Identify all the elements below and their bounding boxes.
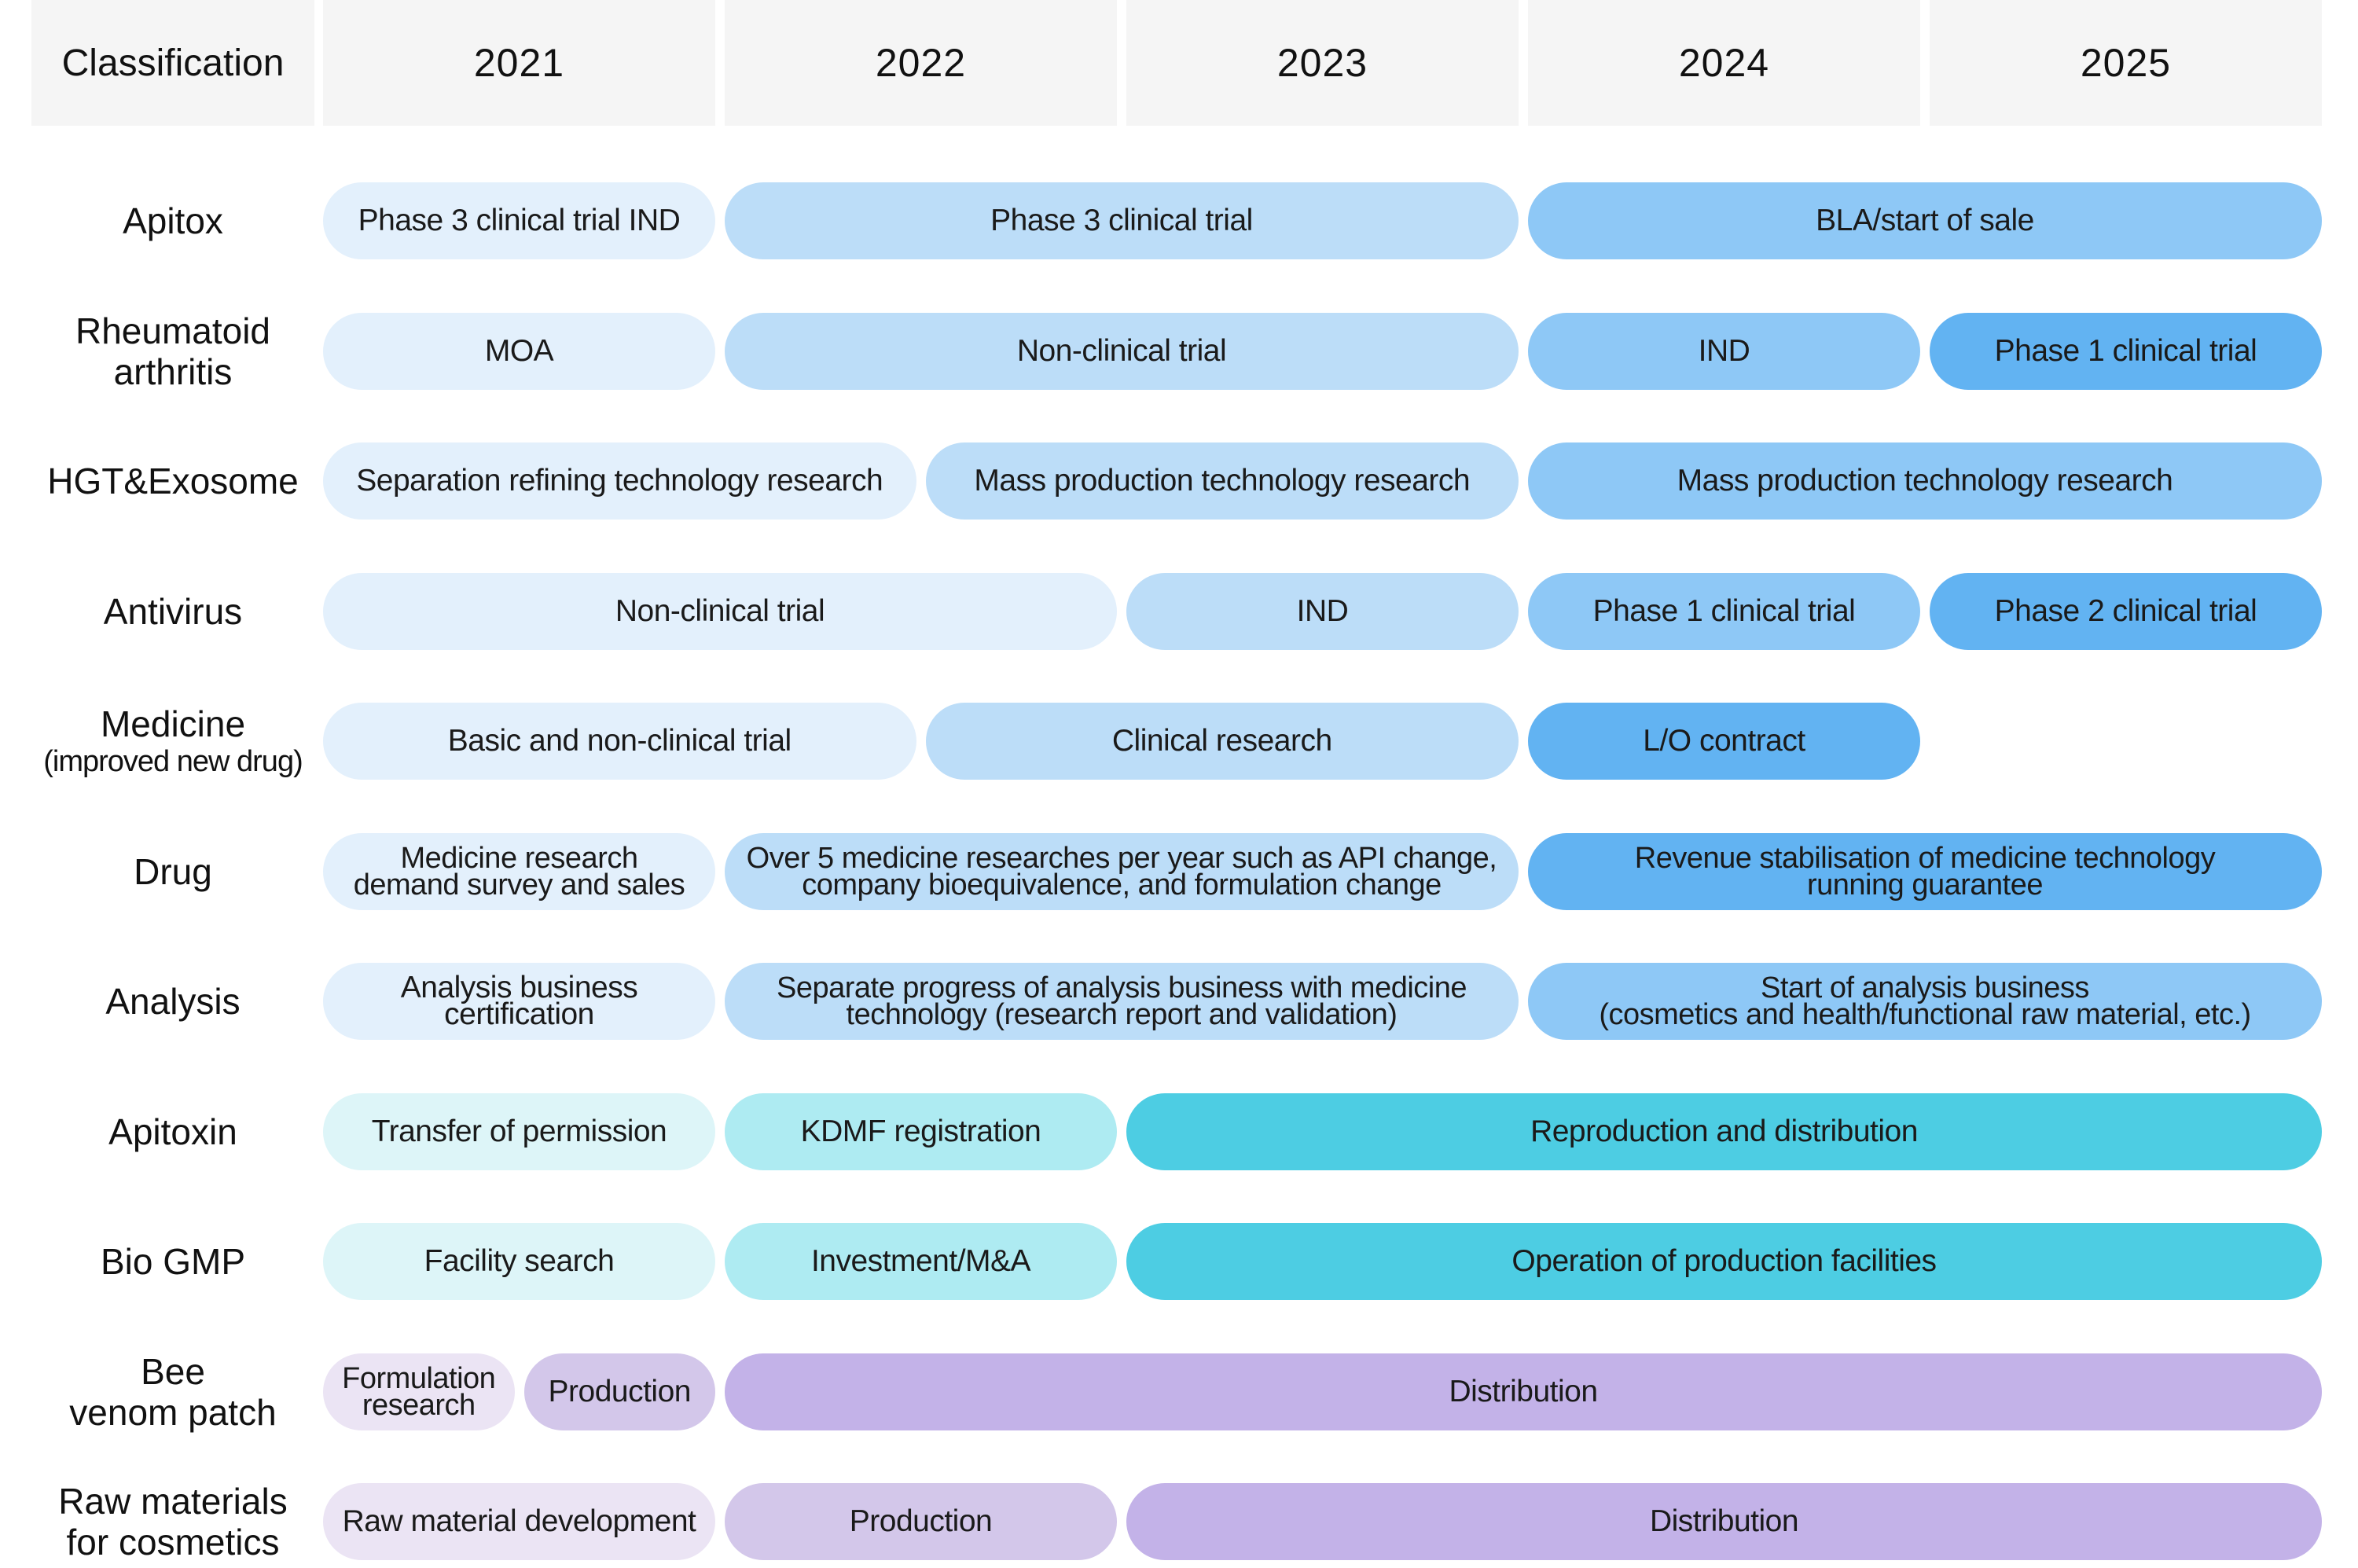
roadmap-bar: Phase 1 clinical trial xyxy=(1930,312,2322,390)
row-label: Medicine (improved new drug) xyxy=(31,695,314,788)
roadmap-bar: Mass production technology research xyxy=(1528,442,2322,520)
row-label-text: Bee venom patch xyxy=(69,1350,277,1433)
roadmap-bar: Phase 3 clinical trial IND xyxy=(323,182,715,259)
roadmap-bar: Medicine research demand survey and sale… xyxy=(323,832,715,910)
row-label-text: Drug xyxy=(134,850,212,892)
row-label: Bio GMP xyxy=(31,1215,314,1308)
roadmap-bar: IND xyxy=(1528,312,1920,390)
roadmap-bar: L/O contract xyxy=(1528,703,1920,780)
row-sublabel-text: (improved new drug) xyxy=(43,745,303,778)
row-label: Rheumatoid arthritis xyxy=(31,305,314,398)
row-label-text: Rheumatoid arthritis xyxy=(75,310,271,392)
row-label: Bee venom patch xyxy=(31,1346,314,1438)
row-label: Antivirus xyxy=(31,565,314,658)
header-year: 2023 xyxy=(1126,0,1519,126)
roadmap-bar: Facility search xyxy=(323,1223,715,1300)
roadmap-bar: Basic and non-clinical trial xyxy=(323,703,916,780)
header-year: 2022 xyxy=(725,0,1117,126)
roadmap-bar: Over 5 medicine researches per year such… xyxy=(725,832,1519,910)
roadmap-bar: KDMF registration xyxy=(725,1092,1117,1170)
roadmap-bar: Non-clinical trial xyxy=(323,572,1117,650)
header-year: 2025 xyxy=(1930,0,2322,126)
roadmap-bar: Formulation research xyxy=(323,1353,515,1430)
roadmap-bar: Phase 2 clinical trial xyxy=(1930,572,2322,650)
header-classification: Classification xyxy=(31,0,314,126)
roadmap-bar: Operation of production facilities xyxy=(1126,1223,2322,1300)
roadmap-bar: Phase 1 clinical trial xyxy=(1528,572,1920,650)
roadmap-bar: Raw material development xyxy=(323,1483,715,1560)
roadmap-bar: Non-clinical trial xyxy=(725,312,1519,390)
roadmap-bar: Separate progress of analysis business w… xyxy=(725,963,1519,1040)
row-label: Analysis xyxy=(31,955,314,1048)
roadmap-bar: Revenue stabilisation of medicine techno… xyxy=(1528,832,2322,910)
roadmap-bar: Mass production technology research xyxy=(925,442,1519,520)
row-label: Drug xyxy=(31,825,314,918)
roadmap-bar: Clinical research xyxy=(925,703,1519,780)
roadmap-bar: MOA xyxy=(323,312,715,390)
roadmap-bar: Production xyxy=(523,1353,715,1430)
row-label: Apitox xyxy=(31,174,314,267)
roadmap-bar: Investment/M&A xyxy=(725,1223,1117,1300)
roadmap-bar: IND xyxy=(1126,572,1519,650)
roadmap-bar: Transfer of permission xyxy=(323,1092,715,1170)
row-label-text: Analysis xyxy=(105,981,241,1022)
roadmap-bar: Phase 3 clinical trial xyxy=(725,182,1519,259)
header-year: 2024 xyxy=(1528,0,1920,126)
row-label-text: Bio GMP xyxy=(100,1241,246,1282)
roadmap-bar: Distribution xyxy=(725,1353,2322,1430)
row-label-text: Apitoxin xyxy=(108,1111,237,1152)
roadmap-bar: Distribution xyxy=(1126,1483,2322,1560)
roadmap-bar: Production xyxy=(725,1483,1117,1560)
row-label-text: Apitox xyxy=(123,200,223,241)
roadmap-bar: Reproduction and distribution xyxy=(1126,1092,2322,1170)
row-label-text: HGT&Exosome xyxy=(47,461,299,501)
row-label-text: Medicine xyxy=(100,703,246,744)
roadmap-bar: Separation refining technology research xyxy=(323,442,916,520)
header-year: 2021 xyxy=(323,0,715,126)
roadmap-bar: BLA/start of sale xyxy=(1528,182,2322,259)
roadmap-bar: Analysis business certification xyxy=(323,963,715,1040)
row-label-text: Antivirus xyxy=(103,590,243,632)
row-label: Apitoxin xyxy=(31,1085,314,1178)
row-label: HGT&Exosome xyxy=(31,435,314,527)
row-label: Raw materials for cosmetics xyxy=(31,1475,314,1568)
roadmap-bar: Start of analysis business (cosmetics an… xyxy=(1528,963,2322,1040)
row-label-text: Raw materials for cosmetics xyxy=(58,1481,288,1562)
